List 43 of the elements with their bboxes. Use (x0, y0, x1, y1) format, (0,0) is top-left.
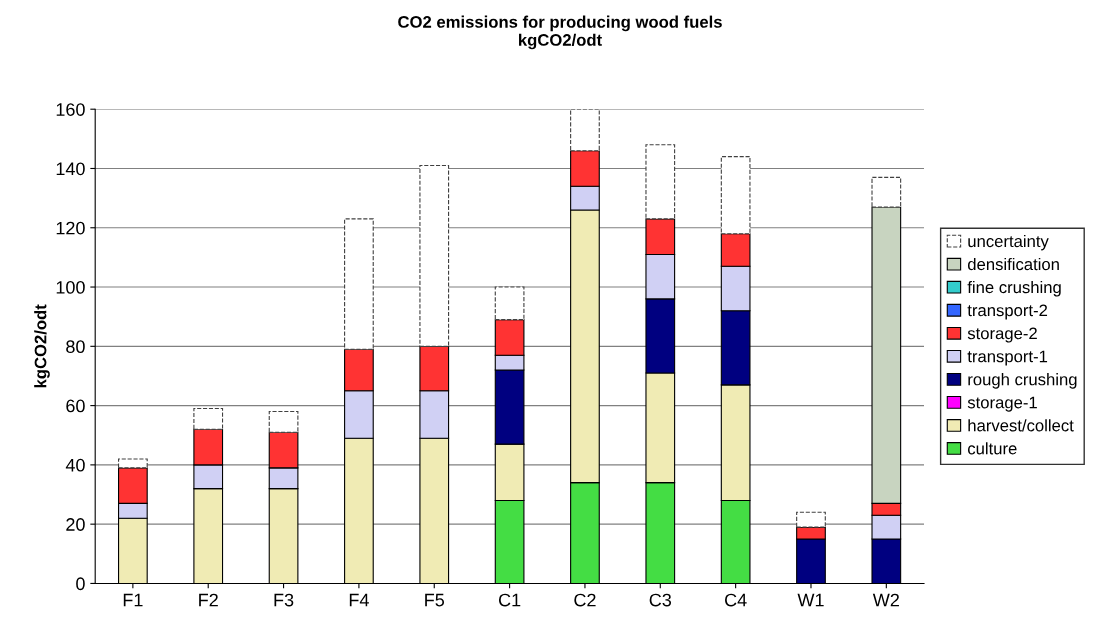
legend-label: transport-2 (967, 304, 1048, 320)
bar (494, 286, 525, 321)
legend-label: storage-2 (967, 327, 1037, 343)
x-tick-label: C2 (574, 593, 596, 607)
legend-label: storage-1 (967, 396, 1037, 412)
y-tick-label: 60 (66, 399, 85, 413)
bar (193, 408, 224, 430)
y-tick-label: 20 (66, 518, 85, 531)
legend-label: fine crushing (967, 280, 1061, 297)
bar (645, 144, 676, 220)
bar (720, 156, 751, 235)
x-tick-label: C4 (725, 593, 747, 607)
legend-label: densification (967, 257, 1059, 271)
x-tick-label: W2 (872, 593, 899, 607)
y-axis-title: kgCO2/odt (34, 304, 50, 388)
y-tick-label: 80 (66, 340, 85, 354)
bar (118, 458, 148, 469)
legend-label: transport-1 (967, 350, 1048, 366)
legend-label: harvest/collect (968, 419, 1074, 432)
bar (268, 410, 299, 433)
bar (419, 164, 450, 347)
chart-title: CO2 emissions for producing wood fuels kgCO2/odt (398, 15, 722, 50)
y-tick-label: 120 (56, 221, 85, 235)
y-tick-label: 0 (76, 577, 85, 591)
bar (570, 109, 600, 152)
legend-label: rough crushing (968, 373, 1077, 389)
x-tick-label: F3 (274, 593, 294, 607)
x-tick-label: F4 (349, 593, 369, 607)
x-tick-label: F2 (199, 593, 218, 607)
x-tick-label: F1 (123, 593, 143, 607)
x-tick-label: C1 (498, 593, 521, 607)
x-tick-label: C3 (649, 593, 672, 607)
bar (796, 511, 826, 528)
y-tick-label: 140 (56, 162, 85, 176)
bar (344, 218, 374, 350)
y-tick-label: 40 (65, 458, 85, 472)
x-tick-label: W1 (797, 593, 824, 607)
y-tick-label: 160 (56, 103, 85, 116)
legend-label: uncertainty (968, 234, 1049, 251)
legend-label: culture (968, 442, 1017, 455)
x-tick-label: F5 (425, 593, 445, 607)
bar (871, 176, 902, 208)
y-tick-label: 100 (56, 280, 85, 294)
